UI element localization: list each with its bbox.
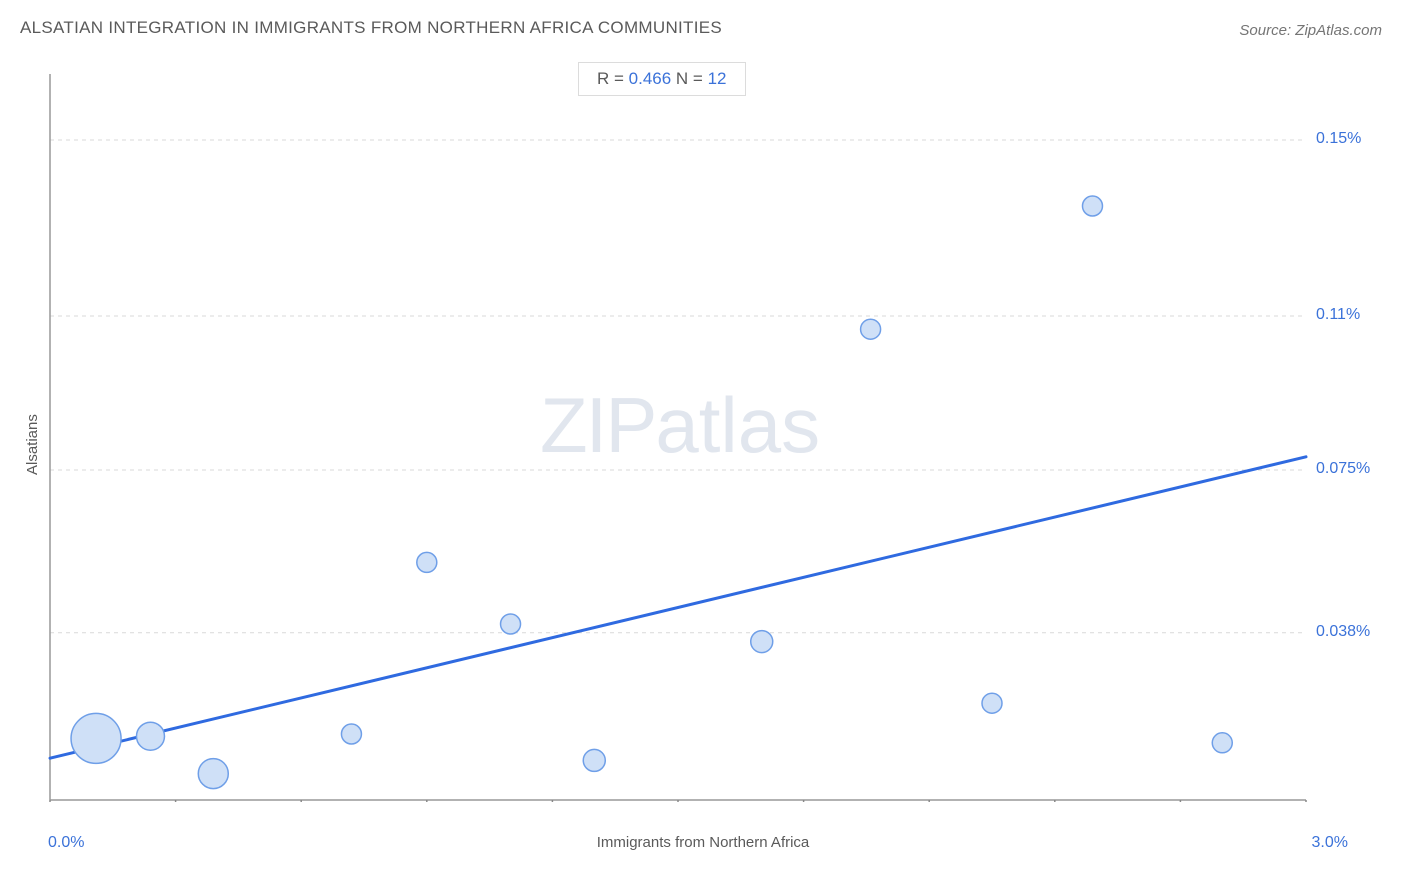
y-axis-label: Alsatians	[24, 414, 41, 475]
chart-title: ALSATIAN INTEGRATION IN IMMIGRANTS FROM …	[20, 18, 722, 38]
scatter-plot	[48, 60, 1308, 802]
y-tick-label: 0.075%	[1316, 460, 1370, 478]
n-label: N =	[671, 69, 707, 88]
source-label: Source:	[1239, 22, 1295, 39]
x-axis-min-label: 0.0%	[48, 834, 84, 852]
correlation-stats-box: R = 0.466 N = 12	[578, 62, 746, 96]
source-name: ZipAtlas.com	[1295, 22, 1382, 39]
y-tick-label: 0.038%	[1316, 623, 1370, 641]
n-value: 12	[708, 69, 727, 88]
r-value: 0.466	[629, 69, 672, 88]
y-tick-label: 0.11%	[1316, 306, 1360, 324]
x-axis-label: Immigrants from Northern Africa	[0, 834, 1406, 851]
r-label: R =	[597, 69, 629, 88]
source-attribution: Source: ZipAtlas.com	[1239, 22, 1382, 39]
y-tick-label: 0.15%	[1316, 130, 1361, 148]
x-axis-max-label: 3.0%	[1312, 834, 1348, 852]
